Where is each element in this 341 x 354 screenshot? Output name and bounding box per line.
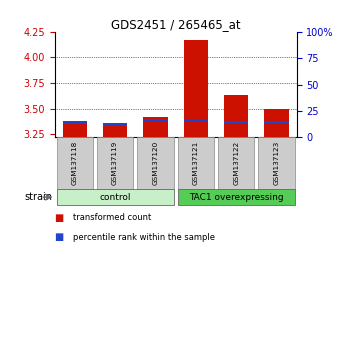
Text: GSM137118: GSM137118 [72,141,78,185]
Bar [184,40,208,137]
Bar [224,121,248,123]
Text: transformed count: transformed count [73,213,151,222]
Bar [264,109,288,137]
Text: GSM137122: GSM137122 [233,141,239,185]
FancyBboxPatch shape [137,137,174,189]
Bar [143,119,167,121]
FancyBboxPatch shape [178,189,295,205]
FancyBboxPatch shape [57,189,174,205]
FancyBboxPatch shape [97,137,133,189]
Bar [103,123,127,125]
Text: strain: strain [25,192,53,202]
Text: GSM137119: GSM137119 [112,141,118,185]
Text: GSM137121: GSM137121 [193,141,199,185]
FancyBboxPatch shape [218,137,254,189]
Bar [264,121,288,123]
Text: GSM137123: GSM137123 [273,141,280,185]
Bar [143,117,167,137]
Text: control: control [99,193,131,202]
Bar [63,121,87,137]
Title: GDS2451 / 265465_at: GDS2451 / 265465_at [111,18,240,31]
Text: TAC1 overexpressing: TAC1 overexpressing [189,193,283,202]
Text: ■: ■ [55,232,64,242]
Bar [224,95,248,137]
Bar [103,124,127,137]
Text: GSM137120: GSM137120 [152,141,159,185]
Bar [184,119,208,121]
FancyBboxPatch shape [178,137,214,189]
Bar [63,121,87,124]
FancyBboxPatch shape [57,137,93,189]
FancyBboxPatch shape [258,137,295,189]
Text: ■: ■ [55,213,64,223]
Text: percentile rank within the sample: percentile rank within the sample [73,233,215,242]
